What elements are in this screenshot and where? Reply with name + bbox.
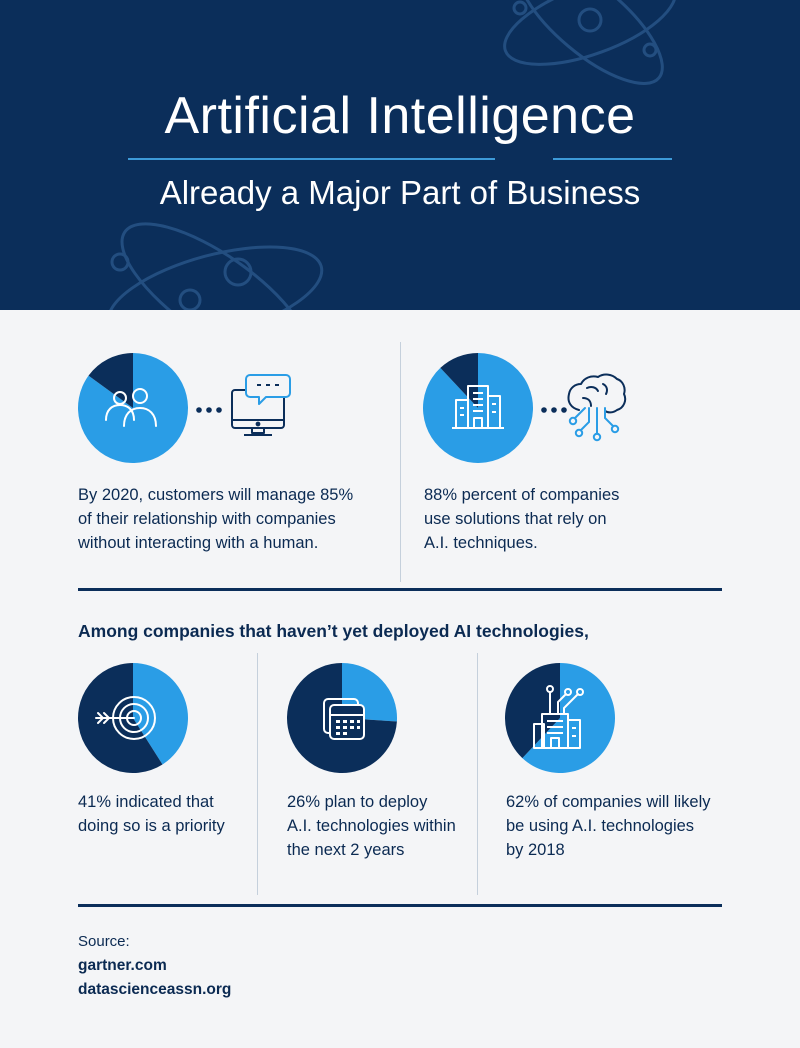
pie-slice-remainder	[505, 663, 560, 759]
building-circuit-icon	[533, 685, 584, 749]
dots-connector-icon	[196, 407, 222, 413]
pie-slice-remainder	[88, 353, 133, 408]
vertical-divider	[477, 653, 478, 895]
section-heading: Among companies that haven’t yet deploye…	[78, 621, 589, 641]
stat-customers-text: By 2020, customers will manage 85% of the…	[78, 486, 354, 552]
title-underline-right	[553, 158, 672, 160]
source-link-datascienceassn[interactable]: datascienceassn.org	[78, 981, 232, 998]
brain-circuit-icon	[567, 373, 627, 442]
pie-slice-value	[78, 353, 188, 463]
page-subtitle: Already a Major Part of Business	[159, 174, 641, 211]
atom-decoration-icon	[106, 0, 677, 310]
source-link-gartner[interactable]: gartner.com	[78, 957, 167, 974]
page-title: Artificial Intelligence	[164, 87, 636, 145]
calendar-icon	[323, 698, 365, 740]
stat-deploy-text: 26% plan to deploy A.I. technologies with…	[287, 793, 456, 859]
vertical-divider	[257, 653, 258, 895]
people-icon	[105, 388, 157, 427]
stat-companies-text: 88% percent of companies use solutions th…	[424, 486, 620, 552]
header-banner: Artificial Intelligence Already a Major …	[0, 0, 800, 310]
source-label: Source:	[78, 933, 130, 950]
vertical-divider	[400, 342, 401, 582]
stat-priority-text: 41% indicated that doing so is a priority	[78, 793, 225, 835]
title-underline-left	[128, 158, 495, 160]
stat-usage-text: 62% of companies will likely be using A.I…	[506, 793, 711, 859]
chat-monitor-icon	[231, 374, 291, 436]
dots-connector-icon	[541, 407, 567, 413]
pie-chart-customers	[78, 353, 188, 463]
target-arrow-icon	[95, 696, 156, 740]
pie-slice-value	[133, 663, 188, 765]
building-icon	[452, 385, 504, 429]
footer-divider	[78, 904, 722, 907]
section-divider	[78, 588, 722, 591]
